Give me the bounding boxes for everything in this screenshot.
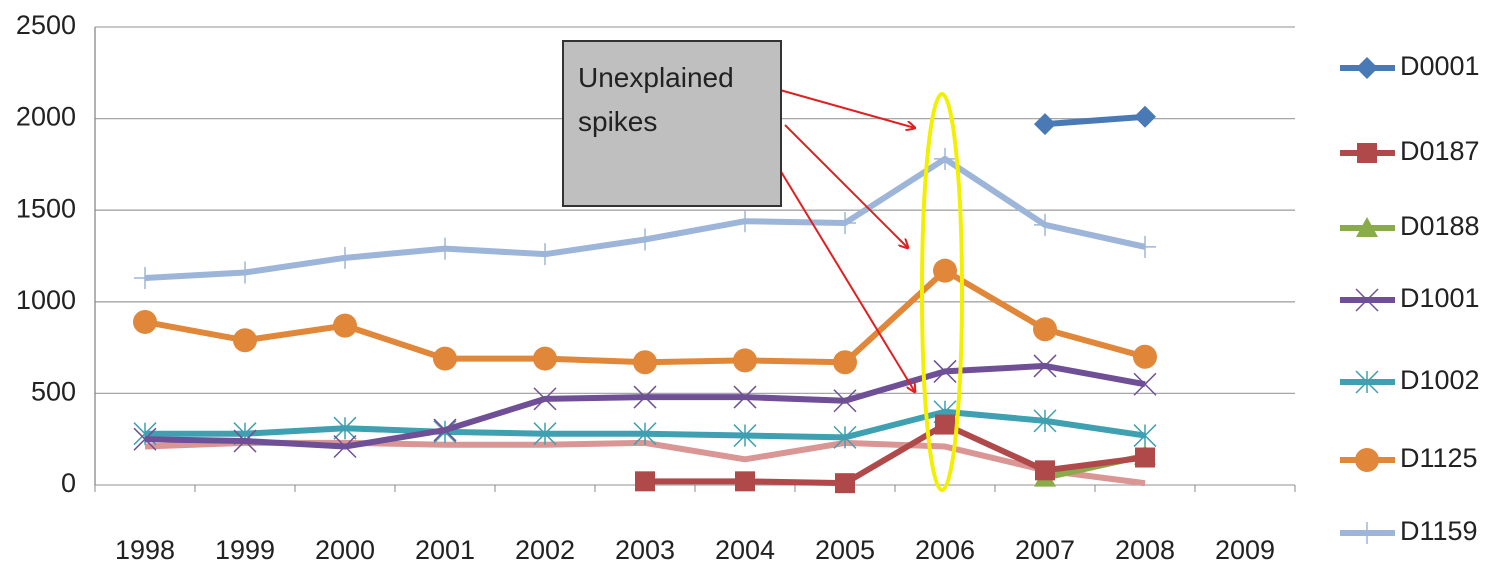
marker [333,416,357,440]
marker [534,243,556,266]
marker [733,385,757,409]
x-tick-label: 2007 [1015,535,1075,565]
x-tick-label: 1999 [215,535,275,565]
marker [633,385,657,409]
x-tick-label: 2000 [315,535,375,565]
marker [634,228,656,251]
x-tick-label: 2009 [1215,535,1275,565]
legend-marker [1355,288,1379,312]
legend-marker [1356,57,1378,79]
legend-label: D1001 [1400,283,1480,313]
marker [1033,354,1057,378]
y-tick-label: 0 [61,468,76,498]
marker [1133,372,1157,396]
marker [935,414,955,435]
x-tick-label: 1998 [115,535,175,565]
y-tick-label: 1500 [16,193,76,223]
x-tick-label: 2005 [815,535,875,565]
marker [1033,317,1057,342]
marker [633,350,657,375]
marker [334,246,356,269]
marker [234,261,256,284]
marker [533,422,557,446]
annotation: Unexplained spikes [562,40,782,207]
marker [533,346,557,371]
marker [1034,113,1056,136]
marker [133,309,157,334]
x-tick-label: 2006 [915,535,975,565]
highlight-ellipse [920,92,964,492]
legend-label: D0188 [1400,211,1480,241]
legend-label: D1002 [1400,365,1480,395]
marker [1133,344,1157,369]
y-tick-label: 500 [31,377,76,407]
series-line [645,421,1146,487]
marker [533,387,557,411]
marker [333,434,357,459]
marker [434,237,456,260]
marker [733,424,757,448]
marker [933,359,957,383]
marker [933,258,957,283]
marker [734,210,756,233]
legend-label: D1125 [1400,443,1478,473]
marker [1035,460,1055,481]
series-line [144,267,1146,366]
marker [833,389,857,413]
y-tick-label: 2500 [16,10,76,40]
marker [835,473,855,494]
x-tick-label: 2003 [615,535,675,565]
legend-label: D0187 [1400,136,1480,166]
arrow [779,89,915,128]
legend-label: D1159 [1400,516,1478,546]
marker [1134,105,1156,128]
arrow [779,169,915,392]
series-line [1044,113,1146,128]
marker [433,418,457,442]
marker [134,266,156,289]
legend-label: D0001 [1400,51,1480,81]
legend-marker [1356,217,1378,237]
marker [834,212,856,235]
marker [1033,409,1057,433]
marker [1135,447,1155,468]
legend-marker [1355,370,1379,394]
marker [833,350,857,375]
y-tick-label: 1000 [16,285,76,315]
marker [735,471,755,492]
marker [233,328,257,353]
marker [433,346,457,371]
marker [233,429,257,453]
x-tick-label: 2004 [715,535,775,565]
y-tick-label: 2000 [16,102,76,132]
marker [1034,213,1056,236]
plot-area: 0 500 1000 1500 2000 2500 1998 1999 2000 2001 2002… [16,10,1296,565]
marker [733,348,757,373]
x-tick-label: 2002 [515,535,575,565]
marker [833,425,857,449]
legend-marker [1357,143,1377,163]
marker [633,422,657,446]
marker [934,147,956,170]
legend-marker [1355,448,1379,472]
x-tick-label: 2001 [415,535,475,565]
marker [1134,235,1156,258]
marker [133,427,157,451]
x-tick-label: 2008 [1115,535,1175,565]
marker [333,313,357,338]
legend-marker [1356,522,1378,544]
arrow [784,124,908,248]
marker [635,471,655,492]
marker [1133,424,1157,448]
